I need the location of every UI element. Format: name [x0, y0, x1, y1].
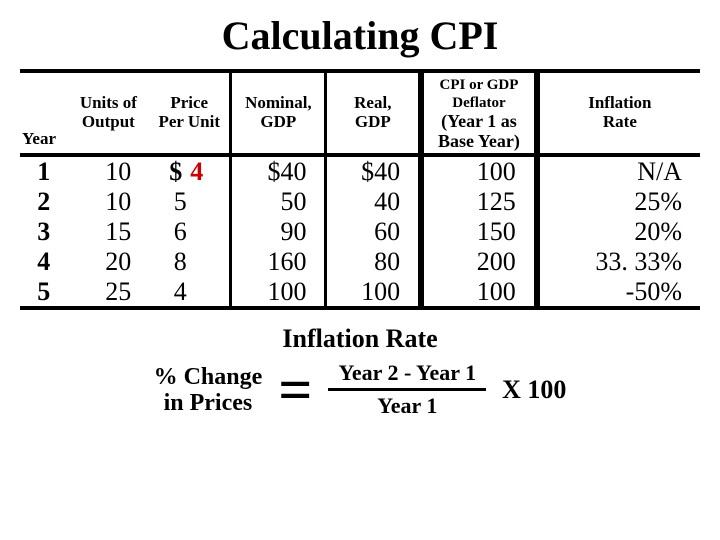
- formula-fraction: Year 2 - Year 1 Year 1: [328, 360, 486, 419]
- cell-rgdp: 40: [326, 187, 421, 217]
- cell-ngdp: 90: [231, 217, 326, 247]
- table-row: 1 10 $4 $40 $40 100 N/A: [20, 155, 700, 187]
- cell-inflation: 25%: [537, 187, 700, 217]
- cell-units: 10: [68, 155, 150, 187]
- cell-price: 8: [149, 247, 231, 277]
- inflation-formula: % Change in Prices = Year 2 - Year 1 Yea…: [20, 360, 700, 419]
- cell-rgdp: $40: [326, 155, 421, 187]
- cell-price: 5: [149, 187, 231, 217]
- formula-denominator: Year 1: [377, 391, 437, 419]
- cell-deflator: 125: [421, 187, 537, 217]
- cell-year: 2: [20, 187, 68, 217]
- hdr-year: Year: [20, 71, 68, 155]
- cell-year: 1: [20, 155, 68, 187]
- cell-ngdp: 100: [231, 277, 326, 309]
- cell-rgdp: 100: [326, 277, 421, 309]
- equals-sign: =: [278, 372, 312, 408]
- cell-units: 15: [68, 217, 150, 247]
- cell-price: $4: [149, 155, 231, 187]
- cell-units: 25: [68, 277, 150, 309]
- cell-deflator: 200: [421, 247, 537, 277]
- cell-units: 20: [68, 247, 150, 277]
- formula-numerator: Year 2 - Year 1: [328, 360, 486, 391]
- formula-multiplier: X 100: [502, 375, 566, 405]
- table-row: 5 25 4 100 100 100 -50%: [20, 277, 700, 309]
- cell-inflation: 20%: [537, 217, 700, 247]
- cell-inflation: N/A: [537, 155, 700, 187]
- table-row: 2 10 5 50 40 125 25%: [20, 187, 700, 217]
- formula-lhs: % Change in Prices: [154, 364, 263, 417]
- slide-title: Calculating CPI: [20, 12, 700, 59]
- table-row: 3 15 6 90 60 150 20%: [20, 217, 700, 247]
- cell-ngdp: 160: [231, 247, 326, 277]
- table-row: 4 20 8 160 80 200 33. 33%: [20, 247, 700, 277]
- cell-inflation: -50%: [537, 277, 700, 309]
- cell-price: 4: [149, 277, 231, 309]
- hdr-price: Price Per Unit: [149, 71, 231, 155]
- cell-deflator: 100: [421, 155, 537, 187]
- cell-inflation: 33. 33%: [537, 247, 700, 277]
- cpi-table: Year Units of Output Price Per Unit Nomi…: [20, 69, 700, 310]
- cell-year: 4: [20, 247, 68, 277]
- cell-rgdp: 60: [326, 217, 421, 247]
- cell-ngdp: 50: [231, 187, 326, 217]
- cell-ngdp: $40: [231, 155, 326, 187]
- cell-year: 3: [20, 217, 68, 247]
- section-title: Inflation Rate: [20, 324, 700, 354]
- cell-units: 10: [68, 187, 150, 217]
- cell-price: 6: [149, 217, 231, 247]
- hdr-rgdp: Real, GDP: [326, 71, 421, 155]
- hdr-units: Units of Output: [68, 71, 150, 155]
- cell-deflator: 150: [421, 217, 537, 247]
- cell-deflator: 100: [421, 277, 537, 309]
- hdr-deflator: CPI or GDP Deflator (Year 1 as Base Year…: [421, 71, 537, 155]
- cell-rgdp: 80: [326, 247, 421, 277]
- hdr-inflation: Inflation Rate: [537, 71, 700, 155]
- hdr-ngdp: Nominal, GDP: [231, 71, 326, 155]
- cell-year: 5: [20, 277, 68, 309]
